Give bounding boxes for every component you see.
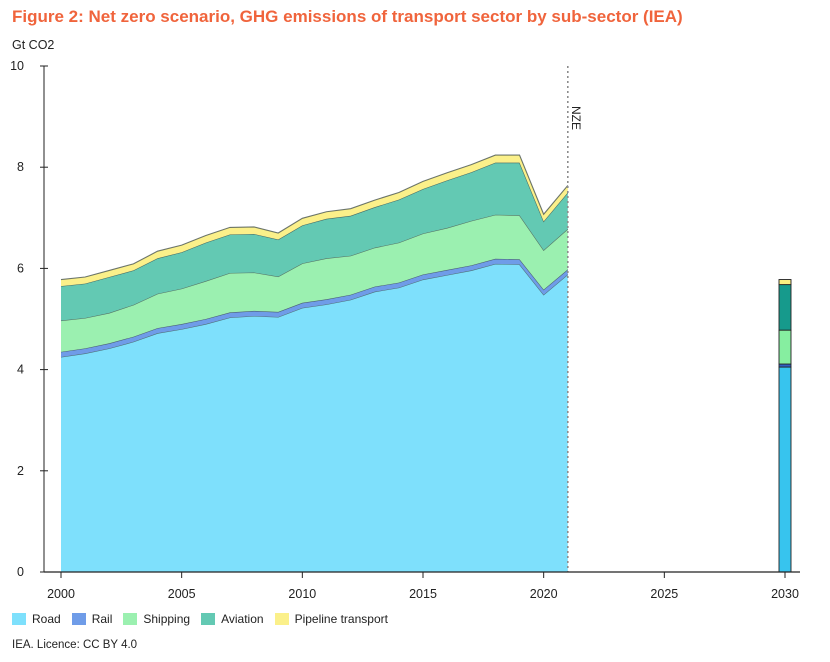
x-tick-label: 2025 <box>650 587 678 601</box>
legend: Road Rail Shipping Aviation Pipeline tra… <box>12 612 399 626</box>
legend-item-rail[interactable]: Rail <box>71 612 113 626</box>
area-aviation <box>61 162 568 321</box>
x-tick-label: 2020 <box>530 587 558 601</box>
x-tick-label: 2015 <box>409 587 437 601</box>
x-tick-label: 2000 <box>47 587 75 601</box>
nze-annotation-group: NZE <box>566 66 583 572</box>
y-tick-label: 6 <box>17 261 24 275</box>
legend-label-road: Road <box>32 612 61 626</box>
area-edge-pipeline-transport <box>60 154 569 281</box>
y-tick-label: 4 <box>17 363 24 377</box>
bar-2030-pipeline-transport <box>778 279 792 286</box>
area-pipeline-transport <box>61 155 568 287</box>
chart-plot: NZE 0 2 4 6 8 10 2000 2005 2010 2015 2020 2025 2030 <box>10 59 800 601</box>
legend-swatch-rail <box>71 613 86 625</box>
legend-label-aviation: Aviation <box>221 612 264 626</box>
legend-swatch-aviation <box>201 613 216 625</box>
y-tick-label: 2 <box>17 464 24 478</box>
legend-label-rail: Rail <box>91 612 113 626</box>
area-rail <box>61 258 568 357</box>
bar-2030-road <box>778 366 792 573</box>
y-axis-label: Gt CO2 <box>12 38 55 52</box>
chart-title: Figure 2: Net zero scenario, GHG emissio… <box>12 7 683 26</box>
axes-group: 0 2 4 6 8 10 2000 2005 2010 2015 2020 2025 2030 <box>10 59 800 601</box>
area-shipping <box>61 214 568 352</box>
legend-item-road[interactable]: Road <box>12 612 61 626</box>
x-tick-label: 2010 <box>288 587 316 601</box>
legend-swatch-pipeline-transport <box>274 613 289 625</box>
bar-2030-group <box>778 279 792 573</box>
legend-swatch-road <box>12 613 26 625</box>
area-road <box>61 263 568 572</box>
x-tick-label: 2005 <box>168 587 196 601</box>
nze-label: NZE <box>569 106 583 130</box>
x-tick-label: 2030 <box>771 587 799 601</box>
area-edge-rail <box>60 258 569 353</box>
bar-2030-shipping <box>778 329 792 365</box>
source-note: IEA. Licence: CC BY 4.0 <box>12 639 138 651</box>
y-tick-label: 10 <box>10 59 24 73</box>
bar-2030-aviation <box>778 284 792 331</box>
legend-swatch-shipping <box>123 613 138 625</box>
legend-item-aviation[interactable]: Aviation <box>201 612 264 626</box>
legend-item-shipping[interactable]: Shipping <box>123 612 190 626</box>
area-series-group <box>60 154 569 572</box>
y-tick-label: 0 <box>17 565 24 579</box>
bar-2030-rail <box>778 363 792 368</box>
legend-label-pipeline-transport: Pipeline transport <box>294 612 388 626</box>
y-tick-label: 8 <box>17 160 24 174</box>
legend-label-shipping: Shipping <box>143 612 191 626</box>
legend-item-pipeline-transport[interactable]: Pipeline transport <box>274 612 388 626</box>
